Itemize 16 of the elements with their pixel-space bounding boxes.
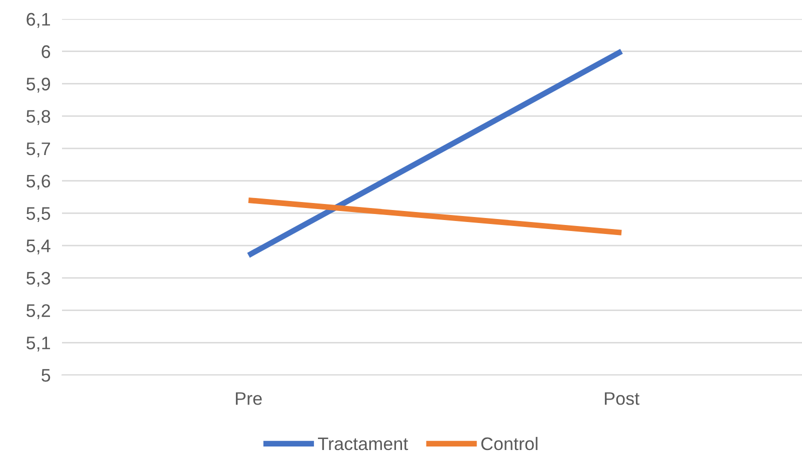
legend-label: Tractament	[318, 438, 408, 450]
y-tick-label: 5,9	[26, 78, 50, 93]
y-tick-label: 5,8	[26, 110, 50, 125]
y-tick-label: 5	[42, 369, 50, 382]
x-tick-label: Pre	[236, 392, 262, 405]
x-tick-label: Post	[604, 392, 640, 405]
y-tick-label: 5,7	[26, 142, 50, 158]
y-tick-label: 5,5	[26, 207, 50, 222]
y-tick-label: 5,4	[26, 240, 50, 254]
y-tick-label: 6,1	[26, 12, 50, 28]
y-tick-label: 6	[42, 45, 50, 58]
y-tick-label: 5,2	[26, 304, 50, 320]
y-tick-label: 5,3	[26, 272, 50, 287]
legend-label: Control	[481, 436, 538, 450]
y-tick-label: 5,1	[26, 336, 50, 352]
y-tick-label: 5,6	[26, 174, 50, 190]
